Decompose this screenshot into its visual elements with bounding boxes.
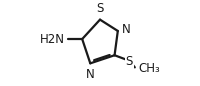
Text: S: S — [96, 2, 104, 15]
Text: CH₃: CH₃ — [138, 62, 160, 75]
Text: S: S — [125, 55, 133, 68]
Text: N: N — [86, 68, 95, 81]
Text: N: N — [122, 23, 131, 36]
Text: H2N: H2N — [39, 33, 64, 46]
